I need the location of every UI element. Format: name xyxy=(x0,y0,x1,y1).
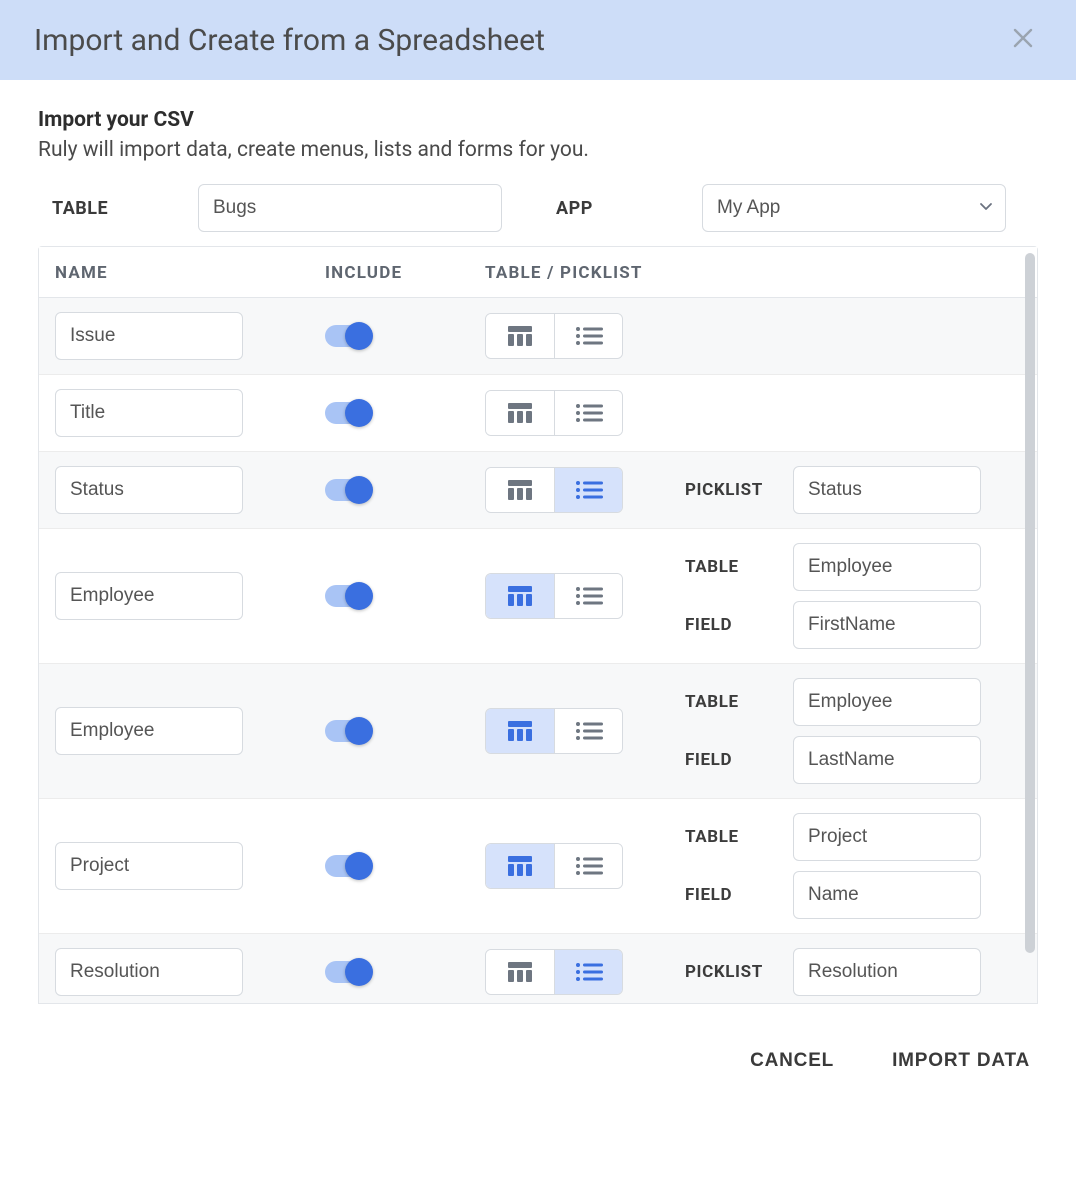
list-icon[interactable] xyxy=(554,950,622,994)
table-icon[interactable] xyxy=(486,844,554,888)
import-data-button[interactable]: IMPORT DATA xyxy=(884,1044,1038,1078)
dialog-title: Import and Create from a Spreadsheet xyxy=(34,23,545,58)
field-ref-label: FIELD xyxy=(685,885,777,905)
col-name-header: NAME xyxy=(55,263,325,283)
column-row: PICKLIST xyxy=(39,452,1037,529)
picklist-label: PICKLIST xyxy=(685,962,777,982)
list-icon[interactable] xyxy=(554,314,622,358)
table-ref-label: TABLE xyxy=(685,557,777,577)
field-ref-input[interactable] xyxy=(793,871,981,919)
dialog-body: Import your CSV Ruly will import data, c… xyxy=(0,80,1076,1016)
include-toggle[interactable] xyxy=(325,855,371,877)
include-toggle[interactable] xyxy=(325,720,371,742)
column-name-input[interactable] xyxy=(55,466,243,514)
col-include-header: INCLUDE xyxy=(325,263,485,283)
include-toggle[interactable] xyxy=(325,402,371,424)
picklist-name-input[interactable] xyxy=(793,948,981,996)
list-icon[interactable] xyxy=(554,844,622,888)
include-toggle[interactable] xyxy=(325,585,371,607)
column-name-input[interactable] xyxy=(55,312,243,360)
column-row: PICKLIST xyxy=(39,934,1037,1003)
list-icon[interactable] xyxy=(554,468,622,512)
table-icon[interactable] xyxy=(486,468,554,512)
field-ref-label: FIELD xyxy=(685,750,777,770)
section-title: Import your CSV xyxy=(38,108,1038,132)
column-row: TABLE FIELD xyxy=(39,799,1037,934)
table-icon[interactable] xyxy=(486,391,554,435)
top-config-row: TABLE APP xyxy=(38,184,1038,232)
dialog-footer: CANCEL IMPORT DATA xyxy=(0,1016,1076,1110)
column-name-input[interactable] xyxy=(55,389,243,437)
type-segmented xyxy=(485,573,623,619)
table-ref-input[interactable] xyxy=(793,543,981,591)
table-ref-label: TABLE xyxy=(685,827,777,847)
table-name-input[interactable] xyxy=(198,184,502,232)
type-segmented xyxy=(485,843,623,889)
section-subtitle: Ruly will import data, create menus, lis… xyxy=(38,138,1038,162)
type-segmented xyxy=(485,467,623,513)
field-ref-label: FIELD xyxy=(685,615,777,635)
list-icon[interactable] xyxy=(554,391,622,435)
list-icon[interactable] xyxy=(554,709,622,753)
column-row xyxy=(39,298,1037,375)
picklist-label: PICKLIST xyxy=(685,480,777,500)
cancel-button[interactable]: CANCEL xyxy=(742,1044,842,1078)
table-icon[interactable] xyxy=(486,709,554,753)
app-select-input[interactable] xyxy=(702,184,1006,232)
include-toggle[interactable] xyxy=(325,325,371,347)
type-segmented xyxy=(485,708,623,754)
list-icon[interactable] xyxy=(554,574,622,618)
import-dialog: Import and Create from a Spreadsheet Imp… xyxy=(0,0,1076,1110)
col-type-header: TABLE / PICKLIST xyxy=(485,263,685,283)
type-segmented xyxy=(485,313,623,359)
columns-grid: NAME INCLUDE TABLE / PICKLIST PICKLIST TA… xyxy=(38,246,1038,1004)
include-toggle[interactable] xyxy=(325,961,371,983)
app-label: APP xyxy=(502,198,702,219)
scrollbar[interactable] xyxy=(1025,253,1035,953)
table-icon[interactable] xyxy=(486,950,554,994)
type-segmented xyxy=(485,949,623,995)
table-ref-label: TABLE xyxy=(685,692,777,712)
table-label: TABLE xyxy=(38,198,198,219)
column-row: TABLE FIELD xyxy=(39,529,1037,664)
table-ref-input[interactable] xyxy=(793,678,981,726)
column-row xyxy=(39,375,1037,452)
picklist-name-input[interactable] xyxy=(793,466,981,514)
table-icon[interactable] xyxy=(486,314,554,358)
column-name-input[interactable] xyxy=(55,948,243,996)
close-icon[interactable] xyxy=(1004,22,1042,58)
type-segmented xyxy=(485,390,623,436)
column-row: TABLE FIELD xyxy=(39,664,1037,799)
field-ref-input[interactable] xyxy=(793,736,981,784)
column-name-input[interactable] xyxy=(55,572,243,620)
app-select[interactable] xyxy=(702,184,1006,232)
field-ref-input[interactable] xyxy=(793,601,981,649)
include-toggle[interactable] xyxy=(325,479,371,501)
table-ref-input[interactable] xyxy=(793,813,981,861)
table-icon[interactable] xyxy=(486,574,554,618)
column-name-input[interactable] xyxy=(55,842,243,890)
grid-header: NAME INCLUDE TABLE / PICKLIST xyxy=(39,247,1037,298)
column-name-input[interactable] xyxy=(55,707,243,755)
dialog-header: Import and Create from a Spreadsheet xyxy=(0,0,1076,80)
